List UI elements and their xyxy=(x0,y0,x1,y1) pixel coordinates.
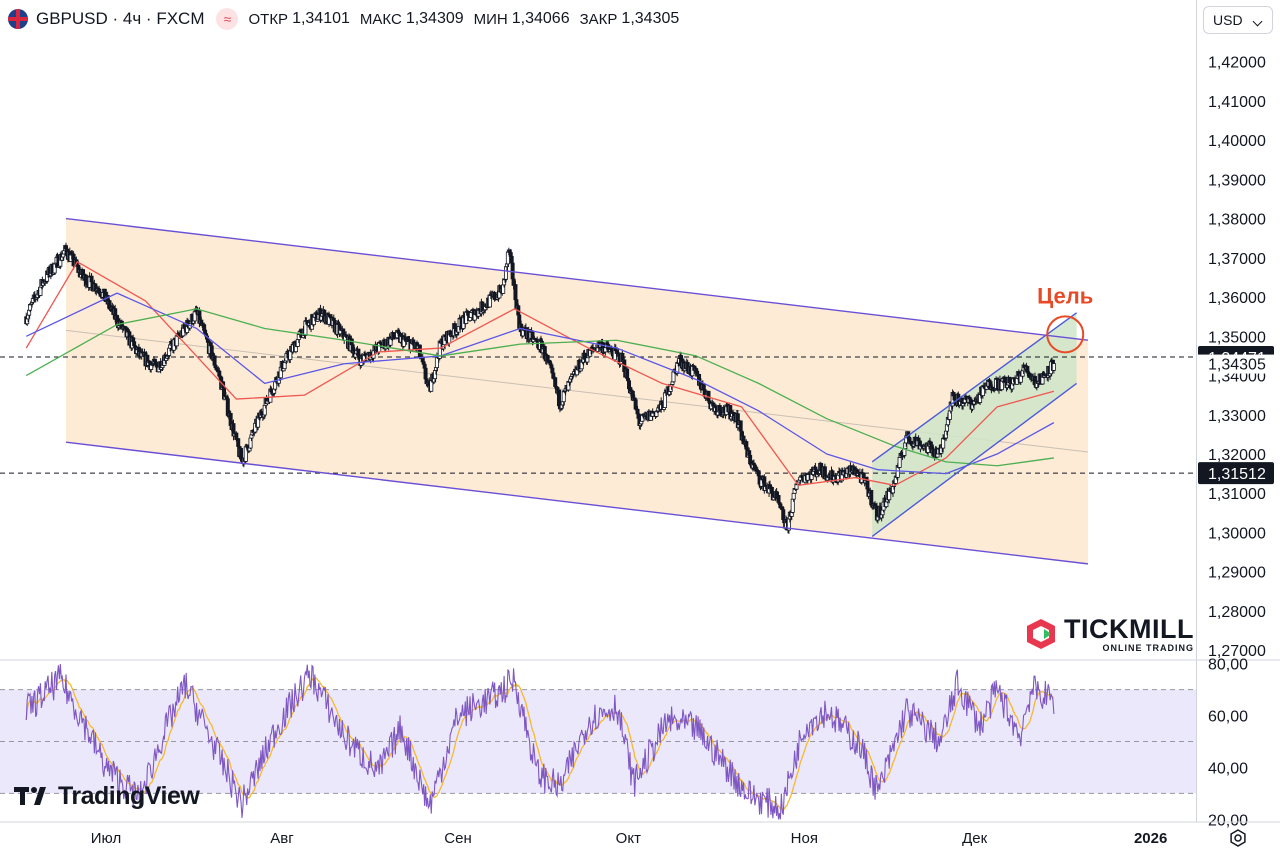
time-tick-label: 2026 xyxy=(1134,830,1167,847)
chart-header: GBPUSD · 4ч · FXCM ≈ ОТКР 1,34101 МАКС 1,3… xyxy=(8,6,689,32)
candle-body xyxy=(756,470,761,477)
target-label: Цель xyxy=(1037,283,1093,308)
candle-body xyxy=(585,357,590,363)
open-label: ОТКР xyxy=(248,10,289,28)
candle-body xyxy=(131,337,136,343)
rsi-tick-label: 40,00 xyxy=(1208,760,1248,777)
price-tick-label: 1,27000 xyxy=(1208,643,1266,660)
tickmill-tagline: ONLINE TRADING xyxy=(1102,642,1194,653)
settings-gear-icon[interactable] xyxy=(1229,829,1247,847)
price-tick-label: 1,39000 xyxy=(1208,172,1266,189)
candle-body xyxy=(869,489,874,506)
descending-channel-upper-line xyxy=(65,217,1089,341)
last-price-label: 1,34305 xyxy=(1208,357,1266,374)
indicator-icon[interactable]: ≈ xyxy=(216,8,239,30)
low-value: 1,34066 xyxy=(511,10,570,27)
high-label: МАКС xyxy=(359,10,402,28)
candle-body xyxy=(225,398,230,416)
time-tick-label: Авг xyxy=(270,830,294,847)
currency-label: USD xyxy=(1213,12,1243,28)
candle-body xyxy=(748,454,753,465)
price-tick-label: 1,35000 xyxy=(1208,329,1266,346)
candle-body xyxy=(928,441,933,446)
price-tick-label: 1,37000 xyxy=(1208,251,1266,268)
ascending-channel-lower-line xyxy=(871,382,1078,537)
candle-body xyxy=(744,441,749,450)
high-value: 1,34309 xyxy=(405,10,464,27)
time-tick-label: Дек xyxy=(962,830,988,847)
moving-average-line xyxy=(25,261,1055,487)
price-tick-label: 1,36000 xyxy=(1208,290,1266,307)
symbol-title[interactable]: GBPUSD · 4ч · FXCM xyxy=(36,9,205,28)
price-tick-label: 1,41000 xyxy=(1208,94,1266,111)
price-tick-label: 1,40000 xyxy=(1208,133,1266,150)
target-circle xyxy=(1046,315,1085,354)
candle-body xyxy=(556,389,561,407)
candle-body xyxy=(633,399,638,410)
candle-body xyxy=(706,390,711,402)
price-tick-label: 1,31000 xyxy=(1208,486,1266,503)
descending-channel-lower-line xyxy=(65,441,1089,565)
price-tick-label: 1,33000 xyxy=(1208,408,1266,425)
time-tick-label: Ноя xyxy=(791,830,818,847)
flag-gb-icon xyxy=(8,9,28,29)
close-label: ЗАКР xyxy=(579,10,618,28)
candle-body xyxy=(282,362,287,370)
price-tick-label: 1,38000 xyxy=(1208,212,1266,229)
rsi-line xyxy=(25,663,1055,820)
candle-body xyxy=(89,275,94,283)
tickmill-name: TICKMILL xyxy=(1064,613,1194,644)
price-tick-label: 1,28000 xyxy=(1208,604,1266,621)
candle-body xyxy=(513,284,518,301)
candle-body xyxy=(791,492,796,500)
time-tick-label: Сен xyxy=(444,830,471,847)
price-tick-label: 1,32000 xyxy=(1208,447,1266,464)
candle-body xyxy=(935,453,940,458)
candle-body xyxy=(897,456,902,468)
last-price-badge xyxy=(1198,354,1274,374)
candle-body xyxy=(468,317,473,322)
candle-body xyxy=(212,355,217,366)
low-label: МИН xyxy=(473,10,508,28)
tradingview-logo: TradingView xyxy=(14,781,200,811)
price-tick-label: 1,42000 xyxy=(1208,55,1266,72)
price-tick-label: 1,29000 xyxy=(1208,565,1266,582)
rsi-tick-label: 60,00 xyxy=(1208,709,1248,726)
moving-average-line xyxy=(25,292,1055,475)
open-value: 1,34101 xyxy=(292,10,350,27)
candle-body xyxy=(1025,365,1030,373)
time-tick-label: Июл xyxy=(91,830,121,847)
candle-body xyxy=(1051,363,1056,371)
tradingview-mark-icon xyxy=(14,787,46,805)
currency-select[interactable]: USD xyxy=(1203,6,1273,34)
price-tick-label: 1,30000 xyxy=(1208,525,1266,542)
candle-body xyxy=(174,335,179,347)
candles-group xyxy=(24,242,1056,534)
ascending-channel-upper-line xyxy=(871,312,1077,463)
tickmill-mark-icon xyxy=(1027,619,1055,649)
rsi-tick-label: 20,00 xyxy=(1208,812,1248,829)
price-level-label: 1,31512 xyxy=(1208,466,1266,483)
moving-average-line xyxy=(25,308,1054,467)
close-value: 1,34305 xyxy=(621,10,680,27)
tickmill-logo: TICKMILL ONLINE TRADING xyxy=(1024,614,1194,654)
tradingview-name: TradingView xyxy=(58,781,200,810)
rsi-tick-label: 80,00 xyxy=(1208,657,1248,674)
time-tick-label: Окт xyxy=(616,830,641,847)
price-level-badge xyxy=(1198,462,1274,485)
candle-body xyxy=(61,253,66,258)
rsi-signal-line xyxy=(25,677,1055,812)
